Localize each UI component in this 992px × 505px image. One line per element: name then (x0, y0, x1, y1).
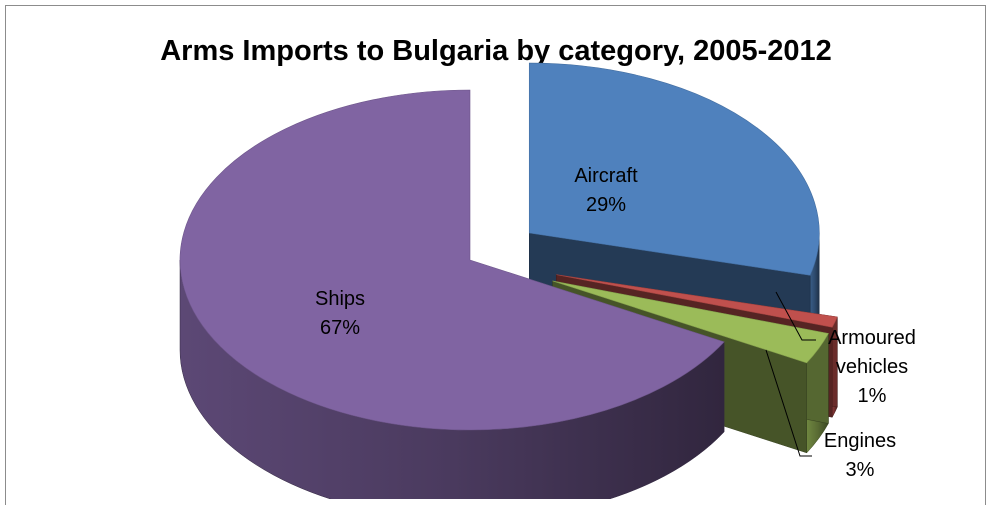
leader-line-engines (765, 349, 812, 457)
data-label-ships: Ships 67% (315, 288, 365, 339)
pie-slice-aircraft (528, 62, 820, 276)
data-label-aircraft: Aircraft 29% (574, 165, 638, 216)
data-label-armoured-vehicles: Armoured vehicles 1% (828, 327, 916, 407)
pie-labels: Aircraft 29% Ships 67% Armoured vehicles 1% Eng… (315, 165, 916, 481)
pie-slice-engines (552, 280, 829, 364)
pie-leaders (765, 291, 816, 457)
pie-tops (179, 62, 838, 431)
data-label-engines: Engines 3% (824, 430, 896, 481)
chart-title: Arms Imports to Bulgaria by category, 20… (160, 35, 832, 67)
pie-slice-ships (179, 89, 725, 431)
leader-line-armoured-vehicles (775, 291, 816, 341)
pie-slice-armoured-vehicles (556, 274, 838, 328)
